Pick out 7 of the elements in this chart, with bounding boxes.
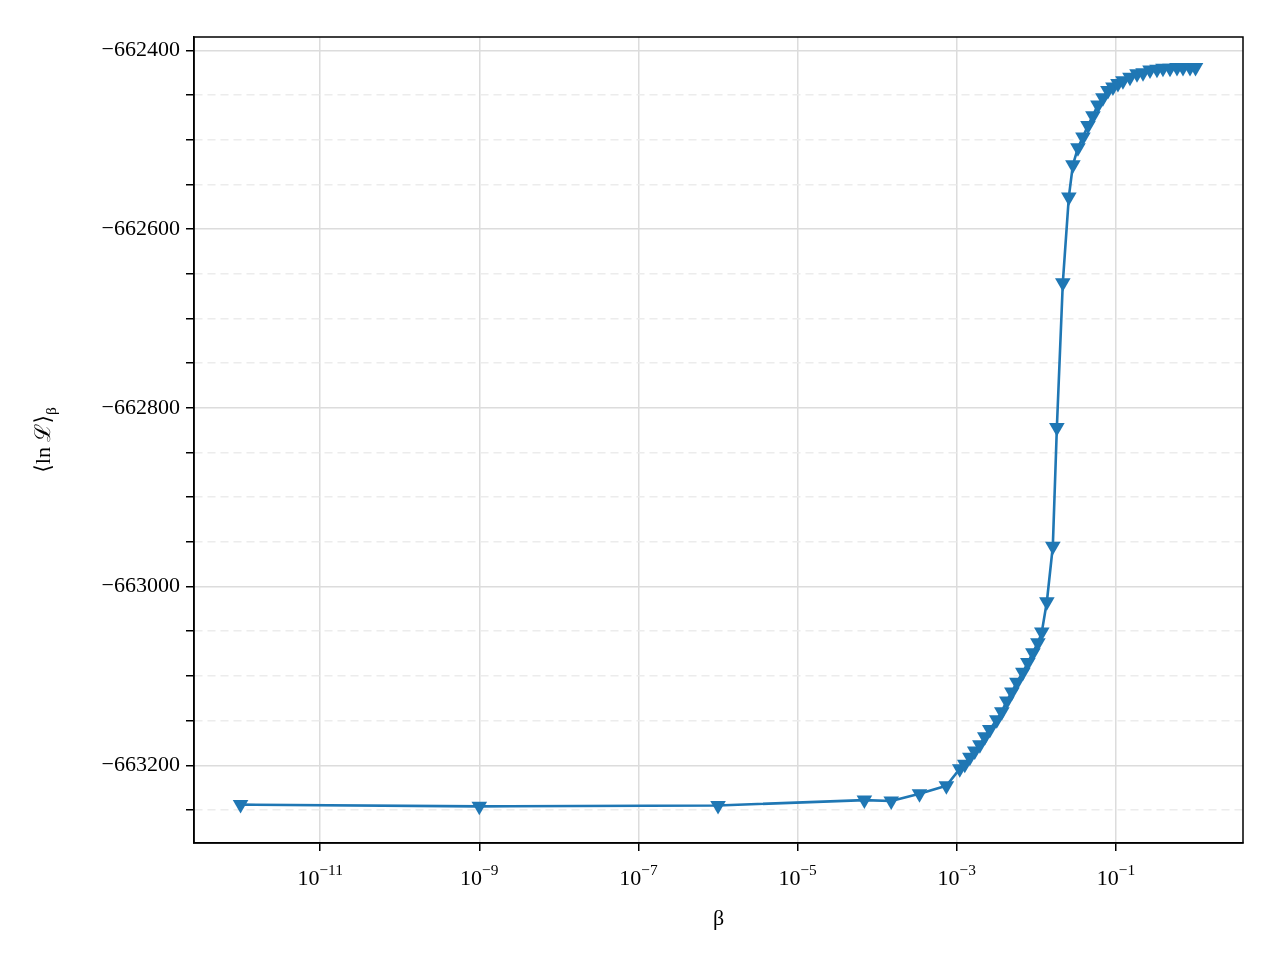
y-tick-label: −662600	[101, 214, 180, 240]
y-tick-label: −662800	[101, 393, 180, 419]
y-axis-title: ⟨ln ℒ⟩β	[30, 407, 59, 473]
y-tick-label: −662400	[101, 36, 180, 62]
x-axis-title: β	[712, 905, 725, 930]
y-tick-label: −663200	[101, 751, 180, 777]
y-tick-label: −663000	[101, 572, 180, 598]
